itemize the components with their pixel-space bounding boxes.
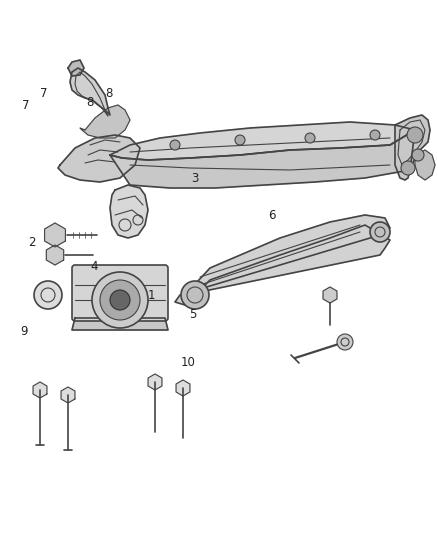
- Polygon shape: [110, 130, 415, 188]
- Text: 6: 6: [268, 209, 276, 222]
- FancyBboxPatch shape: [72, 265, 168, 321]
- Text: 2: 2: [28, 236, 35, 249]
- Circle shape: [407, 127, 423, 143]
- Text: 8: 8: [86, 96, 93, 109]
- Circle shape: [92, 272, 148, 328]
- Polygon shape: [110, 185, 148, 238]
- Circle shape: [181, 281, 209, 309]
- Polygon shape: [323, 287, 337, 303]
- Text: 7: 7: [21, 99, 29, 112]
- Text: 4: 4: [90, 260, 98, 273]
- Circle shape: [235, 135, 245, 145]
- Circle shape: [100, 280, 140, 320]
- Text: 8: 8: [105, 87, 112, 100]
- Polygon shape: [46, 245, 64, 265]
- Text: 3: 3: [191, 172, 198, 185]
- Polygon shape: [148, 374, 162, 390]
- Text: 9: 9: [20, 325, 28, 338]
- Polygon shape: [175, 215, 390, 305]
- Circle shape: [370, 130, 380, 140]
- Text: 10: 10: [181, 356, 196, 369]
- Polygon shape: [110, 122, 415, 160]
- Circle shape: [370, 222, 390, 242]
- Polygon shape: [80, 105, 130, 138]
- Circle shape: [412, 149, 424, 161]
- Polygon shape: [415, 150, 435, 180]
- Circle shape: [34, 281, 62, 309]
- Polygon shape: [176, 380, 190, 396]
- Polygon shape: [395, 115, 430, 180]
- Text: 5: 5: [189, 308, 196, 321]
- Polygon shape: [33, 382, 47, 398]
- Polygon shape: [58, 135, 140, 182]
- Polygon shape: [45, 223, 65, 247]
- Circle shape: [170, 140, 180, 150]
- Polygon shape: [72, 318, 168, 330]
- Text: 1: 1: [147, 289, 155, 302]
- Circle shape: [401, 161, 415, 175]
- Text: 7: 7: [40, 87, 48, 100]
- Circle shape: [110, 290, 130, 310]
- Polygon shape: [61, 387, 75, 403]
- Circle shape: [305, 133, 315, 143]
- Polygon shape: [68, 60, 84, 76]
- Circle shape: [337, 334, 353, 350]
- Polygon shape: [70, 68, 110, 115]
